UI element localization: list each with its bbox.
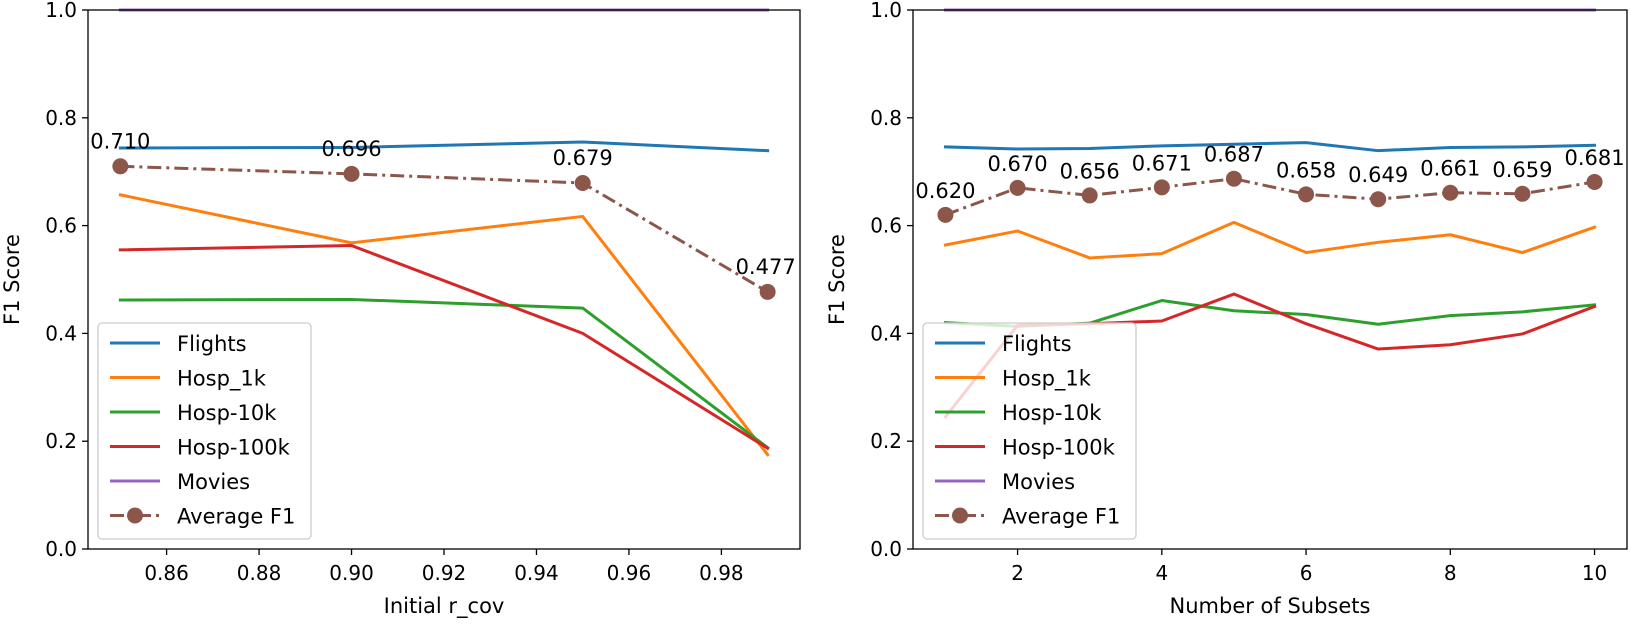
- x-tick-label: 4: [1155, 561, 1168, 585]
- y-tick-label: 0.2: [870, 429, 902, 453]
- y-axis-label: F1 Score: [825, 234, 849, 325]
- data-label: 0.477: [736, 255, 796, 279]
- data-label: 0.658: [1276, 158, 1336, 182]
- data-label: 0.671: [1132, 151, 1192, 175]
- series-line-average-f1: [120, 164, 769, 294]
- data-label: 0.670: [988, 152, 1048, 176]
- average-f1-point: [1009, 179, 1026, 196]
- x-tick-label: 6: [1300, 561, 1313, 585]
- legend-label: Hosp_1k: [1002, 367, 1092, 392]
- data-label: 0.710: [90, 129, 150, 153]
- average-f1-point: [1514, 185, 1531, 202]
- y-axis-label: F1 Score: [0, 234, 24, 325]
- series-line-average-f1: [944, 177, 1595, 217]
- average-f1-point: [1298, 186, 1315, 203]
- legend-label: Hosp_1k: [177, 367, 267, 392]
- legend-label: Movies: [1002, 470, 1075, 494]
- data-label: 0.661: [1420, 157, 1480, 181]
- y-tick-label: 1.0: [870, 0, 902, 22]
- average-f1-point: [112, 158, 129, 175]
- y-tick-label: 0.4: [870, 321, 902, 345]
- legend-label: Hosp-100k: [177, 436, 291, 460]
- series-line-hosp-1k: [118, 193, 770, 457]
- series-line-flights: [118, 140, 770, 153]
- x-tick-label: 0.92: [422, 561, 467, 585]
- chart-left: 0.710 0.696 0.679 0.477 0.0 0.2 0.4 0.6 0.8 1.0 0.…: [0, 0, 801, 619]
- average-f1-point: [1225, 170, 1242, 187]
- x-tick-label: 0.94: [514, 561, 559, 585]
- legend-label: Flights: [1002, 332, 1072, 356]
- legend-label: Average F1: [177, 505, 295, 529]
- x-tick-label: 8: [1444, 561, 1457, 585]
- x-axis-label: Number of Subsets: [1170, 594, 1371, 618]
- data-label: 0.679: [553, 146, 613, 170]
- data-label: 0.656: [1060, 159, 1120, 183]
- average-f1-point: [1586, 173, 1603, 190]
- y-tick-label: 1.0: [45, 0, 77, 22]
- y-tick-label: 0.8: [870, 106, 902, 130]
- y-tick-label: 0.4: [45, 321, 77, 345]
- x-tick-label: 2: [1011, 561, 1024, 585]
- x-tick-label: 0.98: [699, 561, 744, 585]
- x-axis-label: Initial r_cov: [384, 594, 505, 619]
- x-tick-label: 0.88: [237, 561, 282, 585]
- data-label: 0.681: [1564, 146, 1624, 170]
- series-line-hosp-1k: [943, 220, 1597, 260]
- average-f1-point: [937, 206, 954, 223]
- data-label: 0.649: [1348, 163, 1408, 187]
- legend-label: Hosp-10k: [177, 401, 277, 425]
- legend-marker: [127, 507, 143, 524]
- y-tick-label: 0.8: [45, 106, 77, 130]
- plot-frame: [912, 9, 1628, 550]
- average-f1-point: [1442, 184, 1459, 201]
- x-tick-label: 0.96: [607, 561, 652, 585]
- legend-label: Flights: [177, 332, 247, 356]
- data-label: 0.696: [321, 137, 381, 161]
- y-tick-label: 0.6: [870, 214, 902, 238]
- average-f1-point: [1081, 187, 1098, 204]
- y-tick-label: 0.6: [45, 214, 77, 238]
- y-tick-label: 0.0: [870, 537, 902, 561]
- legend-marker: [952, 507, 968, 524]
- x-tick-label: 0.86: [144, 561, 189, 585]
- average-f1-point: [1370, 191, 1387, 208]
- average-f1-point: [343, 165, 360, 182]
- x-tick-label: 10: [1582, 561, 1607, 585]
- series-line-hosp-10k: [118, 297, 770, 450]
- y-tick-label: 0.2: [45, 429, 77, 453]
- data-label: 0.620: [915, 179, 975, 203]
- legend-label: Hosp-100k: [1002, 436, 1116, 460]
- average-f1-point: [759, 283, 776, 300]
- average-f1-point: [1153, 179, 1170, 196]
- average-f1-point: [574, 175, 591, 192]
- series-line-flights: [943, 141, 1597, 153]
- x-tick-label: 0.90: [329, 561, 374, 585]
- data-label: 0.687: [1204, 143, 1264, 167]
- legend-label: Average F1: [1002, 505, 1120, 529]
- y-tick-label: 0.0: [45, 537, 77, 561]
- legend-label: Hosp-10k: [1002, 401, 1102, 425]
- legend-label: Movies: [177, 470, 250, 494]
- data-label: 0.659: [1492, 158, 1552, 182]
- series-line-hosp-100k: [118, 244, 770, 451]
